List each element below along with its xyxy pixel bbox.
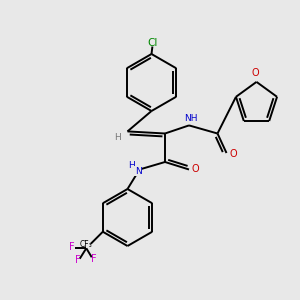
Text: O: O: [229, 149, 237, 160]
Text: F: F: [74, 255, 80, 265]
Text: CF₃: CF₃: [80, 240, 93, 249]
Text: N: N: [135, 167, 141, 176]
Text: O: O: [251, 68, 259, 79]
Text: Cl: Cl: [148, 38, 158, 48]
Text: F: F: [68, 242, 74, 252]
Text: NH: NH: [184, 114, 197, 123]
Text: H: H: [128, 160, 134, 169]
Text: H: H: [115, 133, 121, 142]
Text: O: O: [192, 164, 200, 175]
Text: F: F: [91, 254, 97, 264]
